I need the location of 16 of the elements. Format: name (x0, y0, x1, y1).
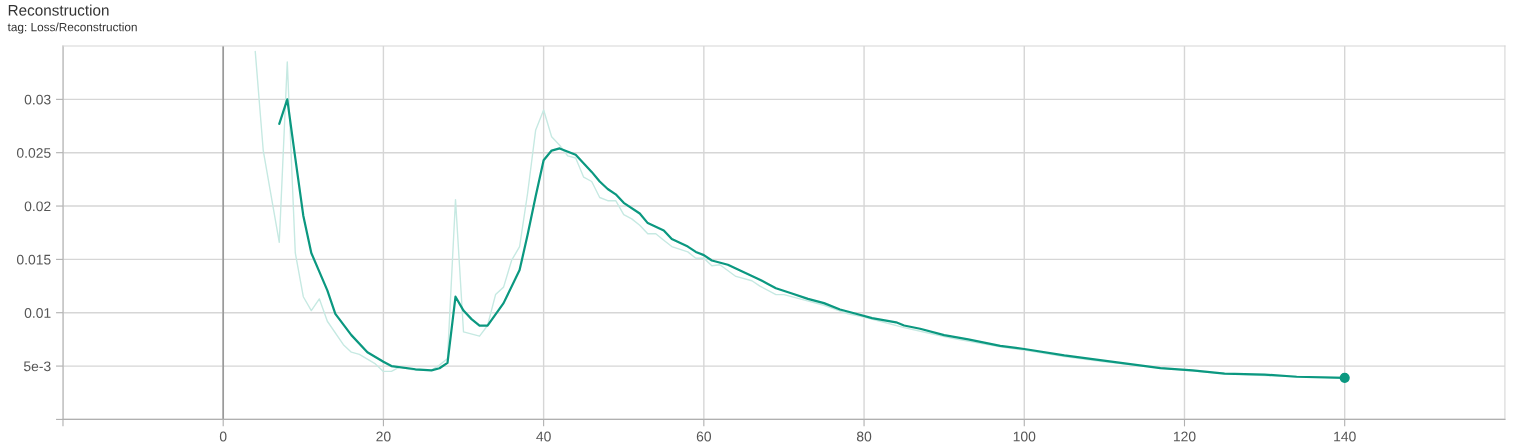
y-tick-label: 0.03 (24, 94, 51, 105)
x-tick-label: 0 (219, 431, 227, 442)
x-tick-label: 120 (1173, 431, 1196, 442)
y-tick-label: 0.01 (24, 308, 51, 318)
chart-title: Reconstruction (8, 4, 109, 16)
x-tick-label: 60 (696, 431, 712, 442)
chart-subtitle: tag: Loss/Reconstruction (7, 22, 137, 34)
x-tick-label: 100 (1013, 431, 1036, 442)
x-tick-label: 40 (536, 431, 551, 442)
x-tick-label: 80 (856, 431, 872, 442)
x-tick-label: 140 (1334, 431, 1356, 442)
y-tick-label: 0.025 (16, 148, 51, 158)
x-tick-label: 20 (376, 431, 391, 442)
y-tick-label: 0.015 (16, 254, 51, 265)
y-tick-label: 0.02 (24, 201, 51, 212)
y-tick-label: 5e-3 (23, 361, 51, 372)
